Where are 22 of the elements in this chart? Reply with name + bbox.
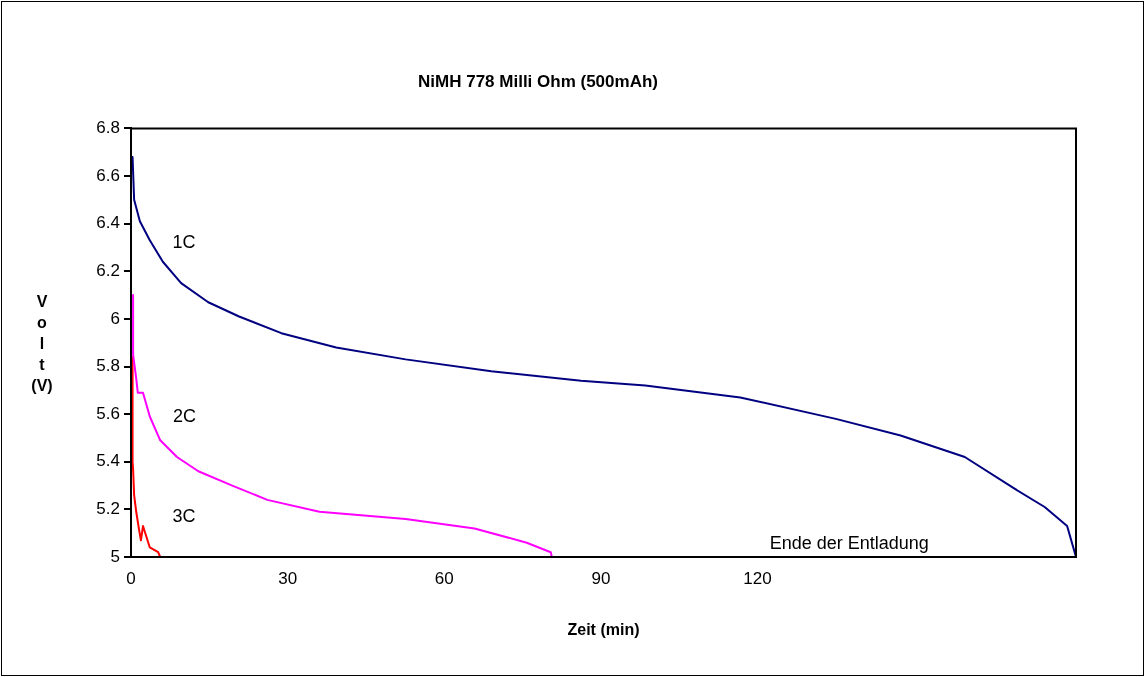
annotation: Ende der Entladung	[769, 533, 929, 553]
series-label: 3C	[172, 505, 196, 526]
y-tick-label: 5	[110, 546, 120, 566]
y-axis-title: Volt (V)	[31, 292, 53, 394]
y-tick-label: 5.4	[96, 451, 120, 471]
y-tick-label: 6.8	[96, 118, 120, 138]
y-tick-label: 6.2	[96, 260, 120, 280]
y-tick-label: 5.6	[96, 403, 120, 423]
x-tick-label: 0	[126, 568, 136, 588]
x-tick-label: 60	[434, 568, 454, 588]
y-tick-label: 6.6	[96, 165, 120, 185]
x-tick-label: 30	[278, 568, 298, 588]
series-label: 1C	[172, 232, 196, 253]
chart-title: NiMH 778 Milli Ohm (500mAh)	[418, 71, 658, 91]
y-tick-label: 6.4	[96, 213, 120, 233]
x-tick-label: 120	[743, 568, 772, 588]
x-axis-title: Zeit (min)	[567, 620, 640, 638]
y-tick-label: 5.2	[96, 499, 120, 519]
y-tick-label: 6	[110, 308, 120, 328]
y-tick-label: 5.8	[96, 356, 120, 376]
series-label: 2C	[173, 405, 197, 426]
x-tick-label: 90	[591, 568, 611, 588]
